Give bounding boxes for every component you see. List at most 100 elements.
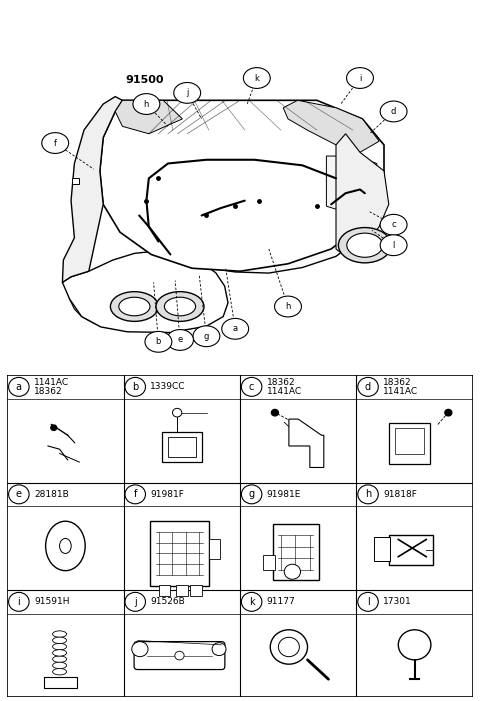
Polygon shape <box>62 97 122 283</box>
Circle shape <box>172 409 182 417</box>
Circle shape <box>222 318 249 339</box>
Circle shape <box>51 425 57 430</box>
Text: e: e <box>178 336 182 344</box>
Text: i: i <box>359 74 361 83</box>
Circle shape <box>125 485 145 504</box>
Circle shape <box>125 592 145 611</box>
Ellipse shape <box>53 650 67 656</box>
Circle shape <box>445 409 452 416</box>
Circle shape <box>398 629 431 660</box>
Bar <box>389 423 430 464</box>
Text: j: j <box>134 597 137 607</box>
Bar <box>176 585 188 597</box>
Circle shape <box>275 296 301 317</box>
Circle shape <box>347 67 373 88</box>
Bar <box>389 535 433 565</box>
Ellipse shape <box>164 297 196 315</box>
Circle shape <box>174 83 201 103</box>
Bar <box>273 524 319 580</box>
Bar <box>158 585 170 597</box>
Circle shape <box>193 326 220 346</box>
Text: k: k <box>254 74 259 83</box>
FancyBboxPatch shape <box>134 641 225 669</box>
Text: 91818F: 91818F <box>383 490 417 499</box>
Circle shape <box>42 132 69 154</box>
Ellipse shape <box>53 637 67 644</box>
Text: h: h <box>144 100 149 109</box>
Text: e: e <box>16 489 22 499</box>
Ellipse shape <box>53 644 67 650</box>
Text: a: a <box>233 325 238 333</box>
Circle shape <box>241 485 262 504</box>
Text: 18362
1141AC: 18362 1141AC <box>267 378 302 396</box>
Polygon shape <box>283 100 379 152</box>
Text: f: f <box>54 139 57 147</box>
Bar <box>190 585 202 597</box>
Text: 91591H: 91591H <box>34 597 70 606</box>
Ellipse shape <box>110 292 158 321</box>
Text: 91526B: 91526B <box>150 597 185 606</box>
Ellipse shape <box>53 631 67 637</box>
Circle shape <box>358 485 378 504</box>
Circle shape <box>271 409 278 416</box>
Polygon shape <box>115 100 182 134</box>
Bar <box>209 540 220 559</box>
Text: 1339CC: 1339CC <box>150 382 186 391</box>
Bar <box>374 538 390 561</box>
Text: d: d <box>391 107 396 116</box>
Circle shape <box>380 101 407 122</box>
Text: 91177: 91177 <box>267 597 296 606</box>
Text: c: c <box>249 382 254 392</box>
Text: l: l <box>367 597 370 607</box>
Ellipse shape <box>60 538 71 554</box>
Circle shape <box>167 329 193 350</box>
Circle shape <box>125 377 145 396</box>
Circle shape <box>241 592 262 611</box>
Bar <box>168 437 196 457</box>
Text: g: g <box>204 332 209 341</box>
Bar <box>395 428 424 454</box>
Polygon shape <box>62 251 228 332</box>
Text: b: b <box>132 382 138 392</box>
Ellipse shape <box>119 297 150 315</box>
Text: a: a <box>16 382 22 392</box>
Text: i: i <box>17 597 20 607</box>
Text: h: h <box>365 489 371 499</box>
Circle shape <box>278 637 300 657</box>
Text: f: f <box>133 489 137 499</box>
Circle shape <box>358 592 378 611</box>
Polygon shape <box>336 134 389 257</box>
Polygon shape <box>72 178 79 184</box>
Text: h: h <box>285 302 291 311</box>
Text: j: j <box>186 88 188 97</box>
Text: b: b <box>156 337 161 346</box>
Text: 1141AC
18362: 1141AC 18362 <box>34 378 69 396</box>
Circle shape <box>212 643 226 655</box>
Circle shape <box>380 235 407 256</box>
Circle shape <box>241 377 262 396</box>
Circle shape <box>358 377 378 396</box>
Bar <box>264 554 275 570</box>
Circle shape <box>133 94 160 114</box>
Polygon shape <box>326 156 377 214</box>
Bar <box>162 432 202 462</box>
Polygon shape <box>289 419 324 468</box>
Text: 91981F: 91981F <box>150 490 184 499</box>
Circle shape <box>9 377 29 396</box>
Circle shape <box>243 67 270 88</box>
Circle shape <box>9 485 29 504</box>
Circle shape <box>132 641 148 657</box>
Bar <box>150 522 209 586</box>
Text: k: k <box>249 597 254 607</box>
Ellipse shape <box>53 656 67 662</box>
Bar <box>45 677 77 688</box>
Text: g: g <box>249 489 255 499</box>
Text: l: l <box>393 240 395 250</box>
Text: 28181B: 28181B <box>34 490 69 499</box>
Polygon shape <box>101 119 379 273</box>
Ellipse shape <box>347 233 383 257</box>
Text: 91981E: 91981E <box>267 490 301 499</box>
Circle shape <box>380 215 407 235</box>
Circle shape <box>270 629 308 664</box>
Text: d: d <box>365 382 371 392</box>
